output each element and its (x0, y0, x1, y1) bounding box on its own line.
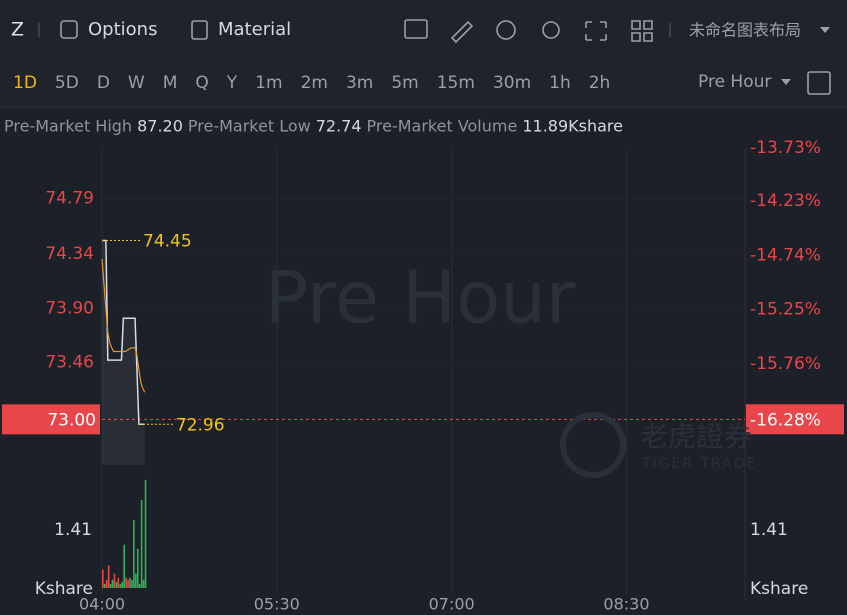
volume-bar (103, 583, 106, 588)
layout-name[interactable]: 未命名图表布局 (689, 21, 801, 40)
volume-bar (115, 581, 118, 588)
stats-bar: Pre-Market High 87.20 Pre-Market Low 72.74 P… (4, 117, 623, 136)
stat-value: 72.74 (316, 117, 362, 136)
volume-bar (113, 573, 116, 588)
timeframe[interactable]: 2h (589, 73, 611, 93)
timeframe[interactable]: Q (195, 73, 208, 93)
timeframe[interactable]: 5m (391, 73, 418, 93)
dropdown-arrow (820, 27, 830, 33)
volume-tick-label: 1.41 (750, 520, 788, 540)
volume-bar (135, 573, 137, 588)
stat-value: 87.20 (137, 117, 183, 136)
y2-tick-label: -14.74% (750, 245, 821, 265)
timeframes: 1D 5D D W M Q Y 1m 2m 3m 5m 15m 30m 1h 2h (13, 73, 610, 93)
last-price-box (2, 404, 100, 435)
volume-bar (123, 544, 125, 588)
stat-label: Pre-Market Volume (367, 117, 518, 136)
volume-bar (129, 577, 131, 588)
volume-bar (144, 479, 147, 588)
y-tick-label: 73.90 (45, 298, 94, 318)
dropdown-arrow (781, 79, 791, 85)
material-icon[interactable] (191, 20, 208, 40)
fullscreen-icon[interactable] (585, 21, 607, 41)
y-tick-label: 74.34 (45, 244, 94, 264)
timeframe[interactable]: 1m (255, 73, 282, 93)
draw-icon[interactable] (450, 20, 474, 44)
volume-bar (127, 579, 129, 588)
volume-tick-label: 1.41 (54, 520, 92, 540)
price-line (102, 239, 145, 426)
volume-bar (142, 579, 145, 588)
stat-label: Pre-Market Low (188, 117, 311, 136)
price-area (102, 240, 145, 465)
annotation-label: 74.45 (143, 232, 192, 252)
material-button[interactable]: Material (218, 19, 291, 40)
symbol[interactable]: Z (11, 19, 24, 41)
volume-bar (136, 548, 139, 588)
volume-bar (105, 579, 108, 588)
layout-icon[interactable] (631, 20, 653, 42)
logo-sub: TIGER TRADE (641, 456, 757, 472)
x-tick-label: 07:00 (429, 595, 475, 614)
last-price-label: 73.00 (47, 410, 96, 430)
expand-icon[interactable] (807, 71, 831, 95)
y2-tick-label: -15.25% (750, 300, 821, 320)
volume-bar (131, 579, 133, 588)
volume-bar (107, 565, 110, 588)
settings-icon[interactable] (542, 21, 560, 39)
volume-bar (121, 581, 124, 588)
volume-bar (140, 500, 143, 588)
last-change-label: -16.28% (750, 410, 821, 430)
timeframe[interactable]: 1h (549, 73, 571, 93)
timeframe[interactable]: 15m (437, 73, 475, 93)
stat-value: 11.89Kshare (522, 117, 623, 136)
x-tick-label: 08:30 (603, 595, 649, 614)
volume-bar (102, 569, 104, 588)
timeframe[interactable]: M (163, 73, 178, 93)
y-tick-label: 74.79 (45, 189, 94, 209)
session-dropdown[interactable]: Pre Hour (698, 72, 771, 92)
timeframe[interactable]: 1D (13, 73, 37, 93)
y2-tick-label: -14.23% (750, 191, 821, 211)
watermark: Pre Hour (265, 256, 576, 340)
last-change-box (746, 404, 844, 435)
volume-bar (125, 577, 127, 588)
stat-label: Pre-Market High (4, 117, 132, 136)
timeframe[interactable]: Y (226, 73, 238, 93)
timeframe[interactable]: 3m (346, 73, 373, 93)
volume-unit: Kshare (750, 579, 808, 599)
plot: 74.45 72.96 1.41 1.41 Kshare Kshare (35, 232, 809, 599)
y-tick-label: 73.46 (45, 353, 94, 373)
volume-bar (138, 583, 141, 588)
timeframe[interactable]: 5D (55, 73, 79, 93)
timeframe[interactable]: W (128, 73, 145, 93)
volume-bar (117, 577, 120, 588)
y2-tick-label: -13.73% (750, 138, 821, 158)
logo-mark (560, 412, 626, 478)
grid: 04:00 05:30 07:00 08:30 74.79 74.34 73.90 73.46… (2, 138, 844, 614)
logo-name: 老虎證券 (640, 420, 752, 453)
reset-icon[interactable] (496, 20, 516, 40)
volume-unit: Kshare (35, 579, 93, 599)
annotation-label: 72.96 (176, 415, 225, 435)
volume-bar (111, 579, 114, 588)
timeframe[interactable]: 30m (493, 73, 531, 93)
indicator-icon[interactable] (404, 19, 428, 39)
volume-bar (133, 520, 135, 588)
volume-bar (109, 583, 112, 588)
volume-bar (119, 583, 122, 588)
options-button[interactable]: Options (88, 19, 157, 40)
y2-tick-label: -15.76% (750, 354, 821, 374)
x-tick-label: 05:30 (254, 595, 300, 614)
toolbar-bg (0, 0, 847, 107)
x-tick-label: 04:00 (79, 595, 125, 614)
options-icon[interactable] (60, 20, 78, 39)
price-line (101, 258, 146, 393)
timeframe[interactable]: D (97, 73, 110, 93)
timeframe[interactable]: 2m (301, 73, 328, 93)
